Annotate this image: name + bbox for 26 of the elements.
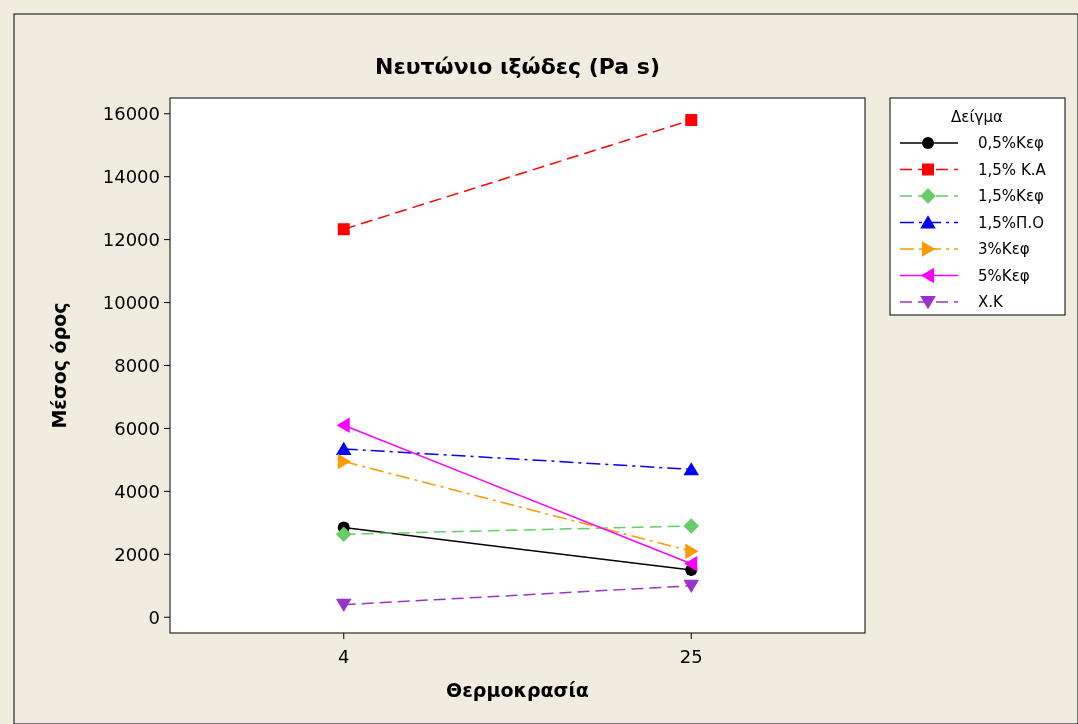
- legend-label: 0,5%Κεφ: [978, 134, 1045, 153]
- point: [683, 518, 700, 534]
- legend-label: 1,5%Κεφ: [978, 187, 1045, 206]
- y-tick-label: 12000: [102, 228, 160, 250]
- y-tick-label: 10000: [102, 291, 160, 313]
- y-tick-label: 16000: [102, 103, 160, 125]
- x-axis-title: Θερμοκρασία: [446, 679, 589, 701]
- y-axis-title: Μέσος όρος: [48, 302, 70, 429]
- y-tick-label: 6000: [114, 417, 160, 439]
- legend-label: 1,5% Κ.Α: [978, 160, 1047, 179]
- legend-label: 3%Κεφ: [978, 240, 1030, 259]
- point: [335, 526, 352, 542]
- y-tick-label: 8000: [114, 354, 160, 376]
- y-tick-label: 2000: [114, 543, 160, 565]
- y-tick-label: 4000: [114, 480, 160, 502]
- x-tick-label: 4: [338, 646, 350, 667]
- legend-label: 5%Κεφ: [978, 266, 1030, 285]
- legend-title: Δείγμα: [951, 108, 1003, 126]
- legend-label: 1,5%Π.Ο: [978, 213, 1044, 232]
- point: [337, 223, 350, 236]
- point: [685, 114, 698, 127]
- y-tick-label: 14000: [102, 165, 160, 187]
- y-tick-label: 0: [148, 606, 160, 628]
- x-tick-label: 25: [679, 646, 703, 667]
- legend-label: Χ.Κ: [978, 293, 1005, 312]
- chart-title: Νευτώνιο ιξώδες (Pa s): [374, 54, 661, 79]
